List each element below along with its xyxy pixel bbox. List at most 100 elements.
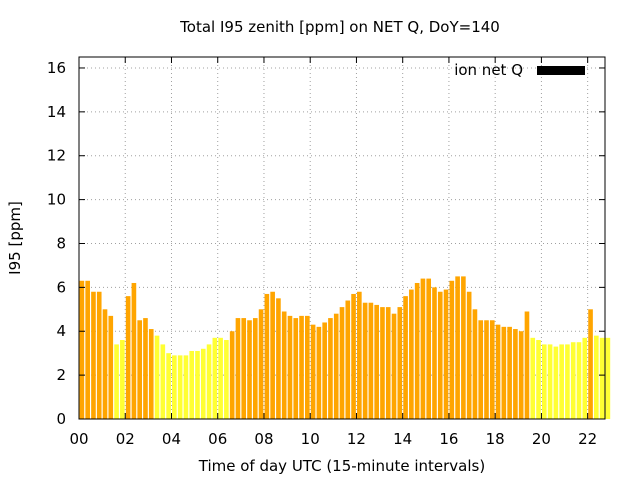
bar: [333, 313, 339, 419]
bar: [172, 355, 177, 419]
bar: [125, 296, 131, 419]
bar: [258, 309, 264, 419]
plot-frame: [78, 56, 606, 420]
bar: [229, 331, 235, 419]
bar: [409, 289, 414, 419]
bar: [166, 353, 171, 419]
x-tick-label: 22: [578, 430, 597, 448]
x-axis-label: Time of day UTC (15-minute intervals): [198, 457, 485, 475]
legend: ion net Q: [454, 61, 585, 79]
bar: [247, 320, 252, 419]
bar: [455, 276, 460, 419]
y-axis-label: I95 [ppm]: [6, 201, 24, 275]
bar: [241, 318, 247, 419]
bar: [357, 291, 362, 419]
bar: [397, 307, 403, 419]
bar: [432, 287, 437, 419]
y-tick-label: 2: [56, 366, 66, 384]
bar: [420, 278, 426, 419]
bar: [114, 344, 119, 419]
x-tick-label: 16: [439, 430, 458, 448]
y-tick-label: 16: [47, 59, 66, 77]
x-tick-label: 18: [486, 430, 505, 448]
bar: [276, 298, 281, 419]
bar: [495, 324, 501, 419]
bar: [368, 302, 374, 419]
y-tick-label: 0: [56, 410, 66, 428]
bar: [281, 311, 287, 419]
bar: [322, 322, 327, 419]
bar: [576, 342, 582, 419]
bar: [594, 335, 599, 419]
bar: [466, 291, 472, 419]
bar: [536, 340, 541, 419]
bar: [374, 304, 379, 419]
bar: [542, 344, 547, 419]
bar: [449, 280, 455, 419]
bar: [96, 291, 102, 419]
bar: [489, 320, 495, 419]
bar: [154, 335, 160, 419]
bar: [310, 324, 316, 419]
bar: [345, 300, 351, 419]
bar: [270, 291, 275, 419]
bar: [200, 348, 206, 419]
bar: [437, 291, 443, 419]
bar: [206, 344, 212, 419]
bar: [391, 313, 397, 419]
bar: [605, 337, 611, 419]
bar: [547, 344, 553, 419]
x-tick-label: 06: [208, 430, 227, 448]
chart-title: Total I95 zenith [ppm] on NET Q, DoY=140: [179, 18, 500, 36]
bar: [183, 355, 189, 419]
bar: [120, 340, 125, 419]
bar: [108, 315, 114, 419]
bar: [414, 282, 420, 419]
bars-layer: [79, 276, 611, 419]
x-tick-label: 20: [532, 430, 551, 448]
bar: [79, 280, 85, 419]
bar: [177, 355, 183, 419]
y-tick-label: 6: [56, 278, 66, 296]
bar: [461, 276, 466, 419]
y-tick-label: 10: [47, 191, 66, 209]
bar: [518, 331, 524, 419]
bar: [478, 320, 484, 419]
bar: [582, 337, 588, 419]
bar: [85, 280, 90, 419]
bar: [403, 296, 408, 419]
bar: [148, 329, 154, 419]
y-tick-label: 4: [56, 322, 66, 340]
bar: [252, 318, 258, 419]
bar: [443, 289, 449, 419]
bar: [530, 337, 536, 419]
bar: [131, 282, 137, 419]
bar: [287, 315, 293, 419]
bar: [305, 315, 310, 419]
bar: [293, 318, 299, 419]
bar: [328, 318, 333, 419]
y-tick-label: 12: [47, 147, 66, 165]
bar: [588, 309, 593, 419]
bar: [91, 291, 96, 419]
legend-label: ion net Q: [454, 61, 523, 79]
x-tick-label: 02: [116, 430, 135, 448]
bar: [218, 337, 223, 419]
legend-swatch: [537, 66, 585, 75]
bar: [137, 320, 142, 419]
y-tick-label: 14: [47, 103, 66, 121]
bar: [362, 302, 368, 419]
x-tick-label: 00: [69, 430, 88, 448]
bar: [299, 315, 304, 419]
x-tick-label: 12: [347, 430, 366, 448]
bar: [143, 318, 148, 419]
bar: [224, 340, 229, 419]
bar: [553, 346, 559, 419]
x-tick-label: 08: [254, 430, 273, 448]
bar: [264, 293, 270, 419]
grid-layer: [79, 57, 605, 419]
bar: [380, 307, 385, 419]
x-tick-label: 14: [393, 430, 412, 448]
bar: [102, 309, 108, 419]
